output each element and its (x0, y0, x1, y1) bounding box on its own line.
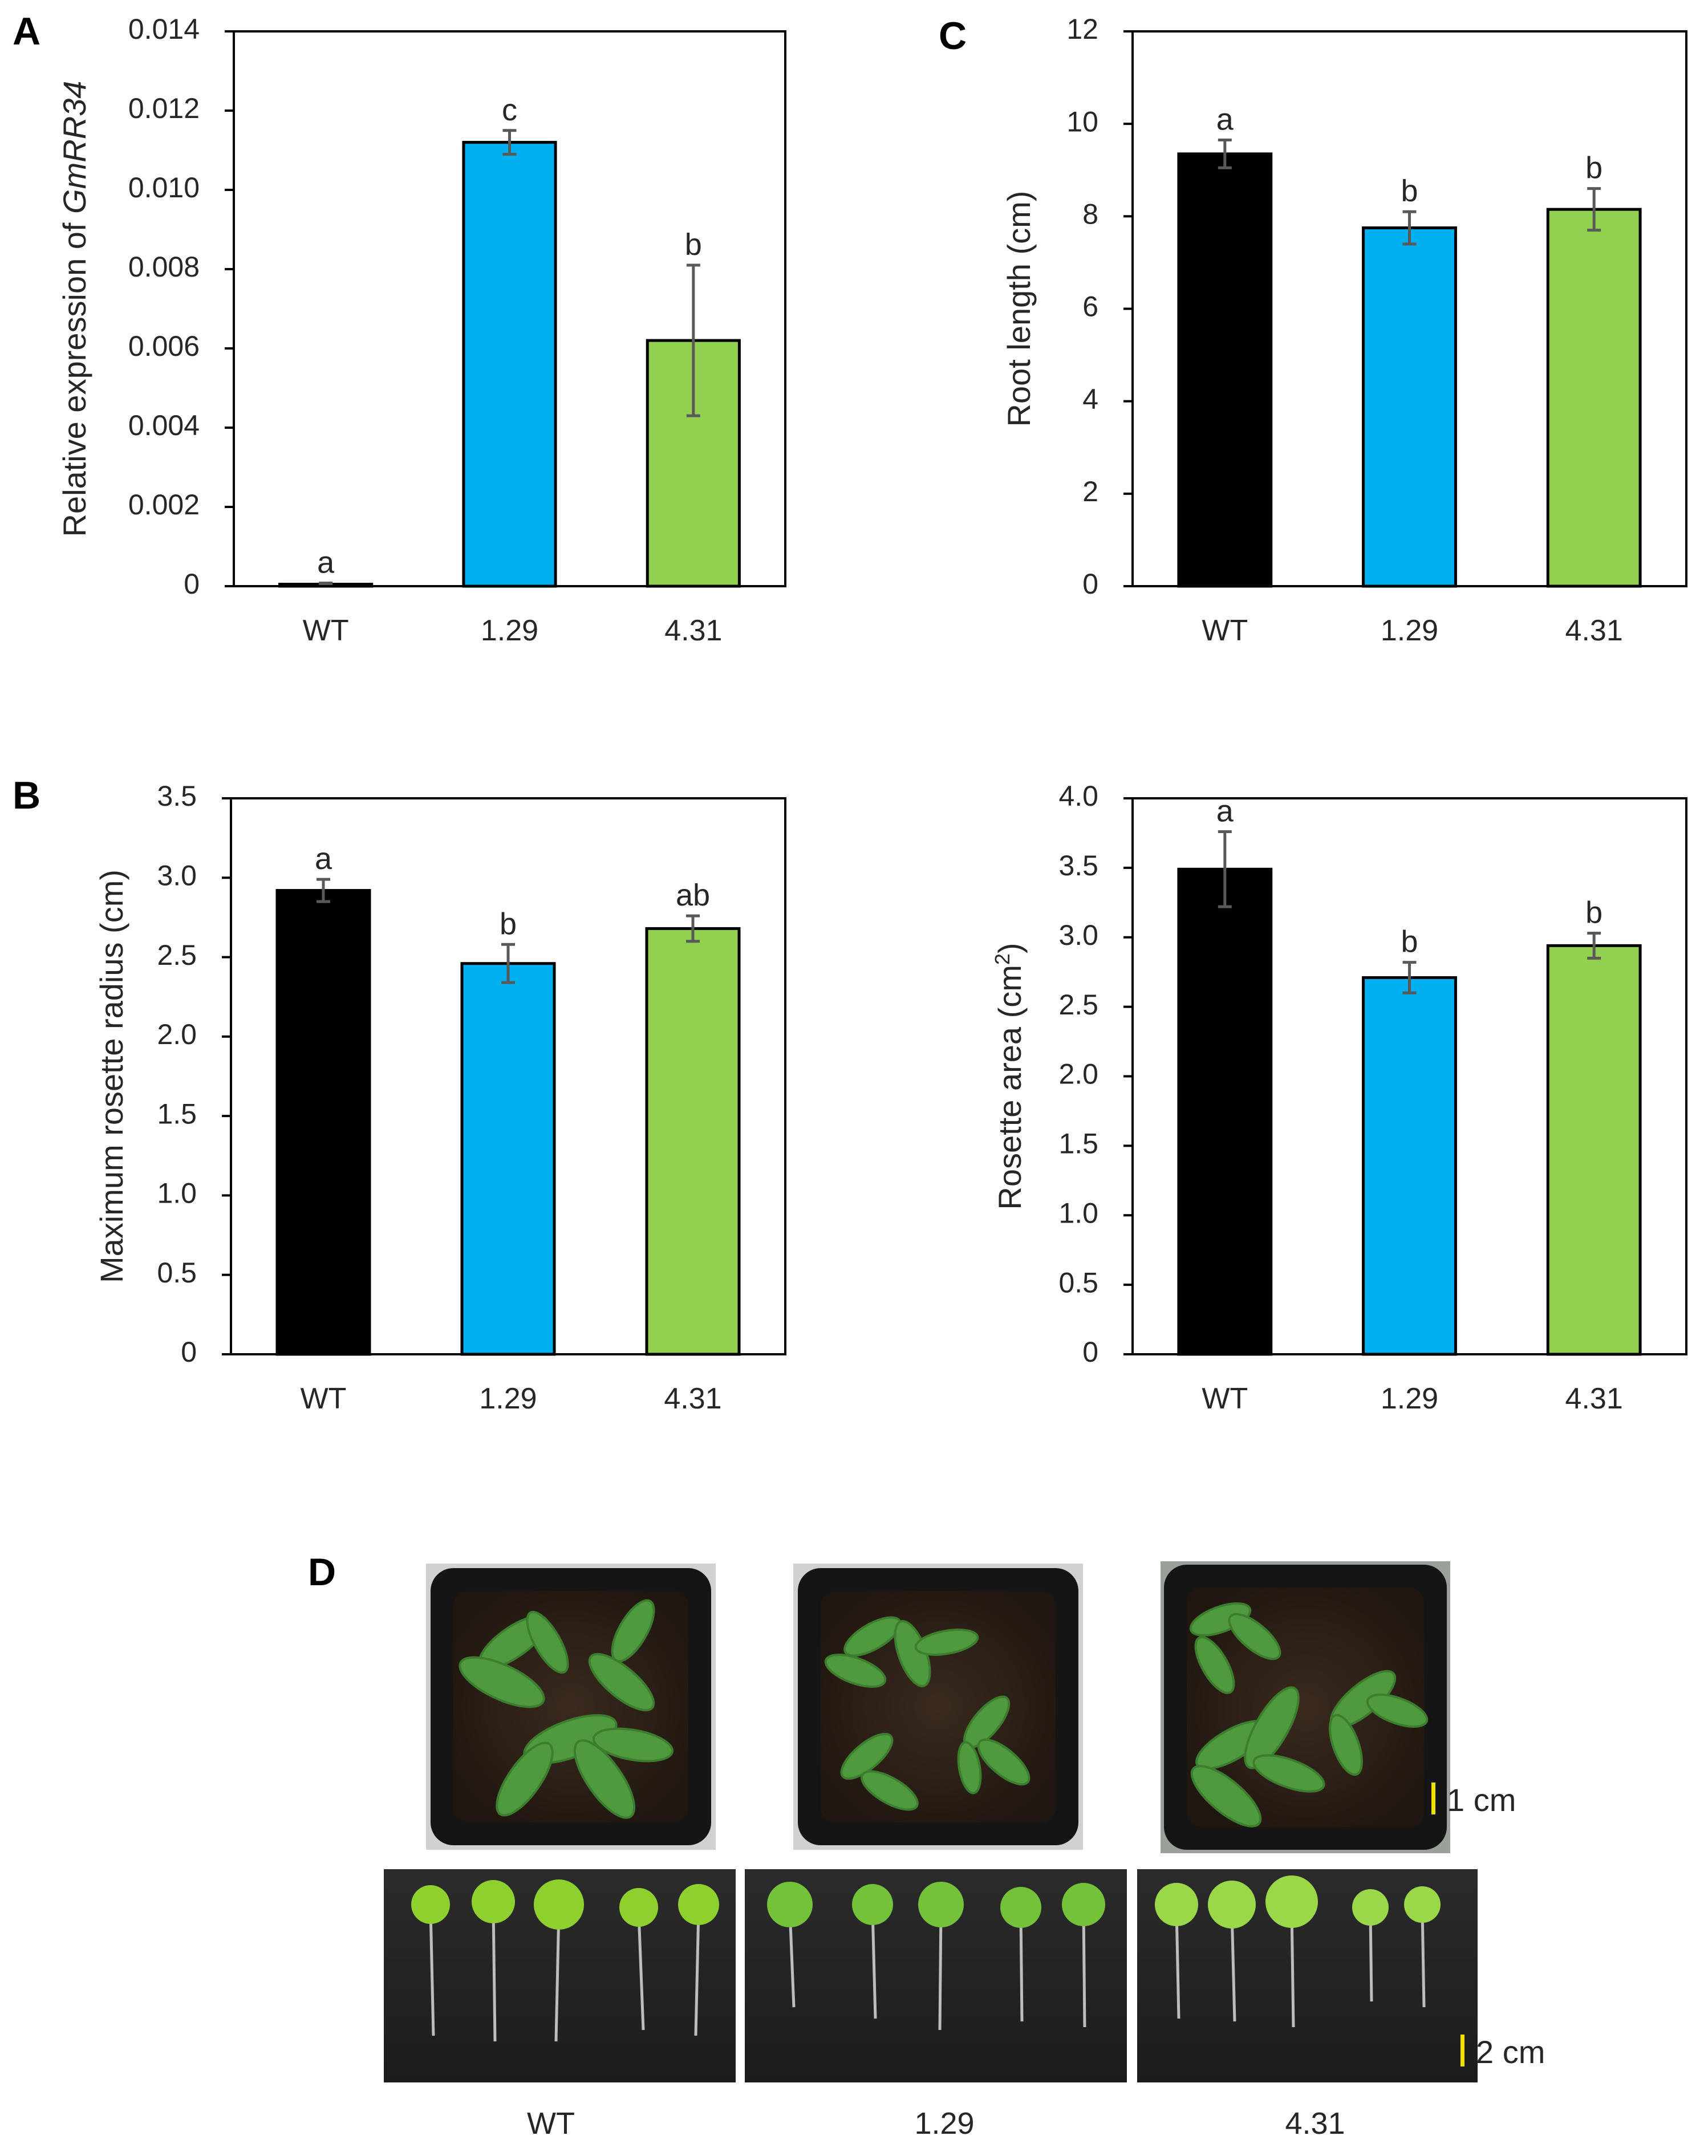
chart-relative-expression: a WT c 1.29 b 4.31 0 0.002 0.004 0.006 0.008 0.010 0… (56, 13, 786, 647)
scale-bar-2cm (1460, 2035, 1464, 2066)
y-tick-label-2: 0.5 (1058, 1266, 1098, 1298)
pot-photo-wt (426, 1564, 716, 1850)
y-tick-label-5: 2.0 (157, 1018, 197, 1050)
bar-1 (1177, 152, 1273, 588)
x-tick-label-1: WT (1202, 1382, 1248, 1415)
y-tick-label-7: 3.0 (157, 859, 197, 891)
y-tick-label-7: 12 (1066, 13, 1098, 45)
significance-label-1: a (315, 842, 332, 876)
significance-label-3: b (1585, 895, 1602, 929)
seedling-photo-wt (384, 1869, 736, 2082)
y-tick-label-2: 0.5 (157, 1257, 197, 1289)
scale-label-2cm: 2 cm (1476, 2034, 1545, 2070)
x-tick-label-2: 1.29 (1381, 614, 1438, 647)
y-tick-label-9: 4.0 (1058, 780, 1098, 812)
y-tick-label-6: 10 (1066, 105, 1098, 137)
photo-label-4-31: 4.31 (1285, 2106, 1345, 2141)
bar-2 (1362, 976, 1457, 1356)
panel-letter-a: A (13, 10, 40, 53)
y-tick-label-6: 2.5 (1058, 989, 1098, 1021)
significance-label-1: a (1216, 794, 1234, 829)
y-tick-label-4: 1.5 (157, 1098, 197, 1130)
y-axis-label: Rosette area (cm2) (991, 943, 1028, 1209)
y-tick-label-1: 0 (184, 568, 200, 600)
significance-label-2: b (1401, 174, 1418, 208)
y-tick-label-2: 2 (1082, 476, 1098, 507)
chart-rosette-area: a WT b 1.29 b 4.31 0 0.5 1.0 1.5 2.0 2.5 3.0 3.5 4.0 Ro… (991, 780, 1687, 1415)
bar-2 (1362, 226, 1457, 588)
y-axis-label: Root length (cm) (1001, 191, 1037, 427)
y-tick-label-5: 0.008 (128, 251, 200, 283)
y-axis-label: Relative expression of GmRR34 (56, 81, 92, 537)
y-tick-label-3: 0.004 (128, 409, 200, 441)
y-tick-label-6: 0.010 (128, 172, 200, 204)
y-tick-label-7: 3.0 (1058, 919, 1098, 951)
y-tick-label-8: 3.5 (157, 780, 197, 812)
bar-3 (1546, 208, 1642, 588)
chart-root-length: a WT b 1.29 b 4.31 0 2 4 6 8 10 12 Root length (cm) (1001, 13, 1687, 647)
x-tick-label-1: WT (301, 1382, 347, 1415)
y-tick-label-4: 1.5 (1058, 1128, 1098, 1160)
bar-3 (645, 927, 741, 1356)
chart-rosette-radius: a WT b 1.29 ab 4.31 0 0.5 1.0 1.5 2.0 2.5 3.0 3.5 Maxi… (94, 780, 786, 1415)
x-tick-label-2: 1.29 (1381, 1382, 1438, 1415)
plot-frame (233, 30, 786, 587)
pot-photo-4-31 (1161, 1561, 1450, 1853)
y-tick-label-4: 0.006 (128, 330, 200, 362)
x-tick-label-3: 4.31 (1565, 614, 1623, 647)
y-tick-label-7: 0.012 (128, 92, 200, 124)
bar-2 (462, 141, 557, 588)
significance-label-3: ab (676, 878, 710, 912)
panel-letter-b: B (13, 774, 40, 817)
seedling-photo-1-29 (745, 1869, 1127, 2082)
x-tick-label-2: 1.29 (481, 614, 538, 647)
seedling-photo-4-31 (1137, 1869, 1478, 2082)
y-tick-label-2: 0.002 (128, 489, 200, 521)
photo-label-wt: WT (527, 2106, 575, 2141)
photo-label-1-29: 1.29 (914, 2106, 974, 2141)
panel-letter-c: C (939, 14, 967, 58)
significance-label-1: a (317, 545, 335, 579)
y-tick-label-5: 8 (1082, 198, 1098, 230)
significance-label-3: b (1585, 151, 1602, 185)
y-tick-label-8: 3.5 (1058, 850, 1098, 882)
x-tick-label-3: 4.31 (1565, 1382, 1623, 1415)
plot-frame (230, 797, 786, 1355)
x-tick-label-1: WT (1202, 614, 1248, 647)
y-tick-label-1: 0 (1082, 1336, 1098, 1368)
significance-label-2: b (500, 907, 517, 941)
bar-2 (460, 962, 556, 1356)
y-tick-label-3: 1.0 (157, 1178, 197, 1209)
significance-label-2: c (502, 93, 517, 127)
scale-bar-1cm (1431, 1783, 1435, 1814)
significance-label-2: b (1401, 925, 1418, 959)
panel-letter-d: D (308, 1550, 336, 1594)
x-tick-label-2: 1.29 (479, 1382, 537, 1415)
pot-photo-1-29 (793, 1564, 1083, 1850)
bar-1 (1177, 867, 1273, 1356)
y-tick-label-8: 0.014 (128, 13, 200, 45)
significance-label-1: a (1216, 103, 1234, 137)
x-tick-label-1: WT (303, 614, 349, 647)
significance-label-3: b (685, 228, 702, 262)
y-tick-label-5: 2.0 (1058, 1058, 1098, 1090)
y-tick-label-3: 4 (1082, 383, 1098, 415)
y-axis-label: Maximum rosette radius (cm) (94, 870, 129, 1283)
scale-label-1cm: 1 cm (1447, 1782, 1516, 1818)
y-tick-label-1: 0 (181, 1336, 197, 1368)
y-tick-label-1: 0 (1082, 568, 1098, 600)
bar-3 (1546, 944, 1642, 1356)
y-tick-label-4: 6 (1082, 291, 1098, 323)
bar-1 (275, 889, 371, 1356)
y-tick-label-6: 2.5 (157, 939, 197, 971)
x-tick-label-3: 4.31 (664, 614, 722, 647)
y-tick-label-3: 1.0 (1058, 1197, 1098, 1229)
x-tick-label-3: 4.31 (664, 1382, 721, 1415)
